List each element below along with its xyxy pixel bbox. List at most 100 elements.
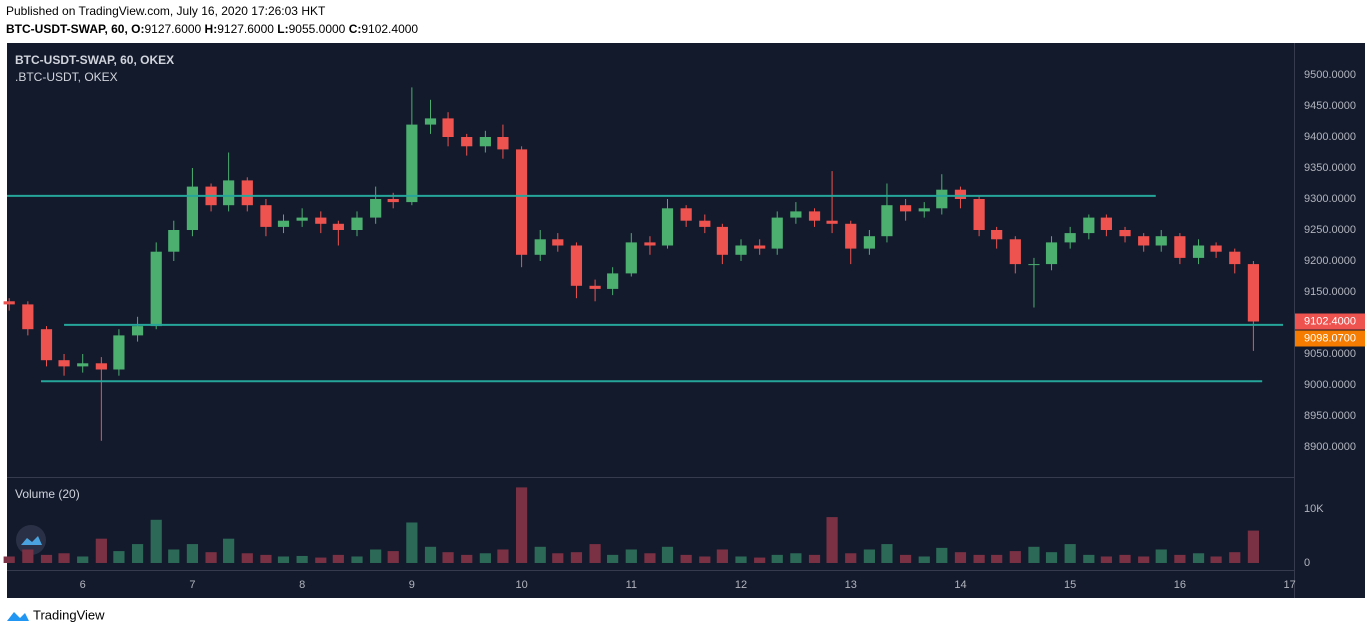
candle-body: [918, 208, 930, 212]
volume-bar: [808, 554, 821, 563]
volume-bar: [991, 554, 1003, 563]
volume-bar: [1100, 556, 1112, 563]
candle-body: [991, 229, 1003, 240]
volume-bar: [131, 544, 144, 563]
volume-bar: [1119, 554, 1131, 563]
candle-body: [625, 242, 637, 274]
volume-bar: [589, 544, 601, 563]
volume-bar: [1083, 554, 1095, 563]
volume-bar: [900, 554, 912, 563]
candle-body: [826, 220, 838, 224]
candle-body: [1229, 251, 1241, 265]
volume-bar: [277, 556, 290, 563]
y-tick-label: 9350.0000: [1304, 162, 1356, 174]
candle-body: [900, 205, 912, 212]
candle-body: [442, 118, 454, 137]
price-label: 9098.0700: [1304, 332, 1356, 344]
y-tick-label: 9500.0000: [1304, 69, 1356, 81]
volume-bar: [332, 554, 344, 563]
candle-body: [589, 285, 601, 289]
candle-body: [424, 118, 437, 125]
logo-circle[interactable]: [16, 525, 46, 555]
candle-body: [186, 186, 199, 230]
volume-bar: [150, 519, 162, 563]
candle-body: [754, 245, 766, 249]
volume-bar: [205, 552, 217, 563]
logo-badge[interactable]: [16, 525, 46, 555]
candle-body: [223, 180, 235, 206]
x-tick-label: 17: [1283, 579, 1295, 591]
h-key: H:: [201, 22, 217, 36]
volume-bar: [260, 554, 272, 563]
volume-bar: [497, 549, 509, 563]
candle-body: [790, 211, 802, 218]
volume-bar: [1247, 530, 1259, 563]
volume-bar: [1174, 554, 1186, 563]
candle-body: [845, 223, 857, 249]
c-key: C:: [345, 22, 361, 36]
candle-body: [260, 205, 272, 227]
x-tick-label: 10: [515, 579, 527, 591]
candle-body: [168, 229, 180, 252]
candle-body: [534, 239, 546, 255]
chart-bg: [7, 43, 1365, 598]
o-key: O:: [131, 22, 144, 36]
volume-bar: [296, 555, 308, 563]
volume-bar: [515, 487, 528, 563]
candle-body: [644, 242, 656, 246]
candle-body: [1174, 236, 1186, 258]
candle-body: [131, 326, 144, 336]
candle-body: [3, 301, 15, 305]
volume-bar: [1009, 551, 1021, 563]
candle-body: [1100, 217, 1112, 230]
footer-logo: [7, 612, 29, 621]
candle-body: [607, 273, 619, 289]
candle-body: [461, 136, 473, 147]
y-tick-label: 9150.0000: [1304, 286, 1356, 298]
volume-title: Volume (20): [15, 487, 80, 501]
candle-body: [497, 136, 509, 150]
y-tick-label: 9050.0000: [1304, 348, 1356, 360]
candle-body: [1064, 233, 1076, 243]
volume-bar: [881, 544, 893, 563]
volume-bar: [680, 554, 692, 563]
candle-body: [479, 136, 491, 147]
x-tick-label: 11: [626, 579, 637, 591]
volume-bar: [790, 553, 802, 563]
y-tick-label: 9400.0000: [1304, 131, 1356, 143]
y-tick-label: 9450.0000: [1304, 100, 1356, 112]
price-label: 9102.4000: [1304, 315, 1356, 327]
l-key: L:: [274, 22, 289, 36]
candle-body: [1192, 245, 1205, 258]
volume-bar: [95, 538, 107, 563]
legend-sub: .BTC-USDT, OKEX: [15, 70, 118, 84]
candle-body: [973, 198, 985, 230]
candle-body: [370, 198, 382, 218]
y-tick-label: 8950.0000: [1304, 410, 1356, 422]
y-tick-label: 9000.0000: [1304, 379, 1356, 391]
legend-main: BTC-USDT-SWAP, 60, OKEX: [15, 53, 174, 67]
volume-bar: [661, 546, 674, 563]
y-tick-label: 8900.0000: [1304, 441, 1356, 453]
x-tick-label: 13: [845, 579, 857, 591]
volume-bar: [1192, 553, 1205, 563]
volume-bar: [918, 556, 930, 563]
published-line: Published on TradingView.com, July 16, 2…: [6, 4, 326, 18]
volume-bar: [406, 522, 418, 563]
volume-bar: [387, 551, 399, 563]
candle-body: [241, 180, 253, 206]
candle-body: [351, 217, 363, 230]
volume-bar: [936, 547, 948, 563]
logo-shape[interactable]: [21, 536, 42, 545]
candle-body: [77, 363, 89, 367]
candle-body: [699, 220, 711, 227]
volume-bar: [845, 553, 857, 563]
price-label-bg: [1295, 313, 1365, 330]
candle-body: [1083, 217, 1095, 234]
candle-body: [863, 236, 875, 249]
volume-bar: [479, 553, 491, 563]
footer-text: TradingView: [33, 607, 105, 622]
volume-bar: [3, 556, 15, 563]
volume-bar: [735, 556, 747, 563]
y-tick-label: 9250.0000: [1304, 224, 1356, 236]
